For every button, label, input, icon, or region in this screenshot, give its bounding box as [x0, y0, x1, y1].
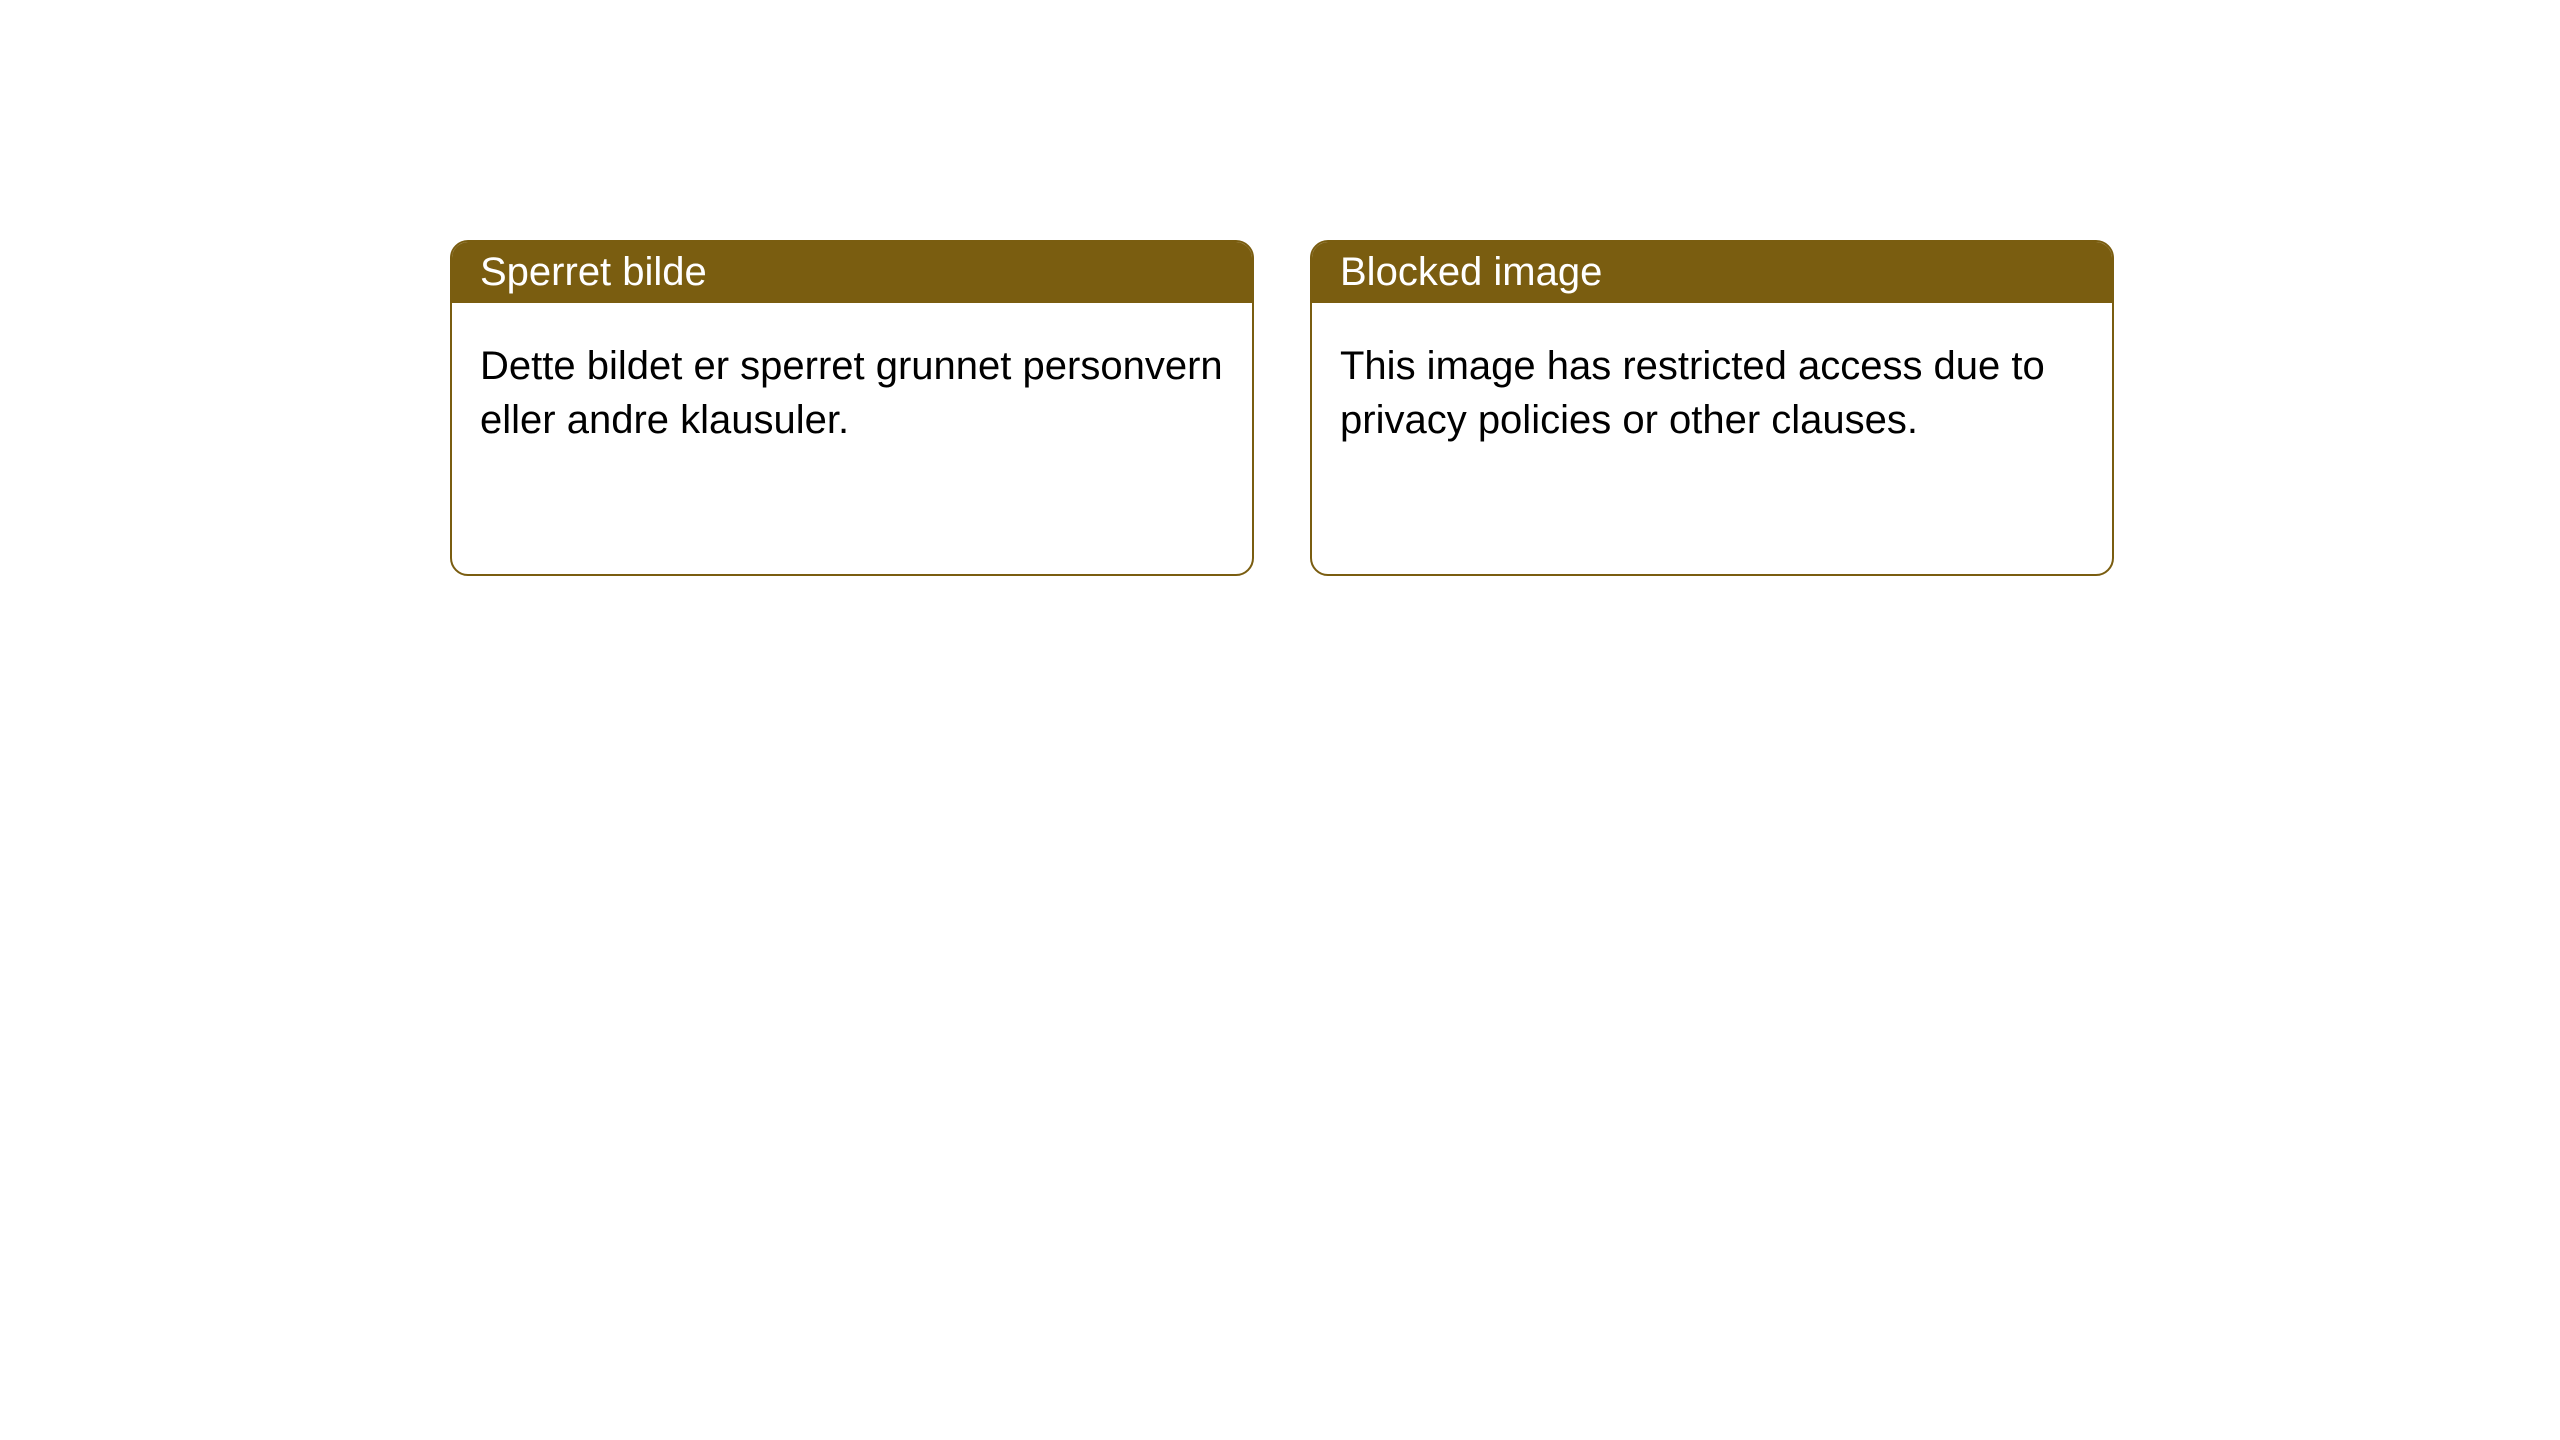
card-english: Blocked image This image has restricted …: [1310, 240, 2114, 576]
card-norwegian-body: Dette bildet er sperret grunnet personve…: [452, 303, 1252, 483]
card-norwegian-header: Sperret bilde: [452, 242, 1252, 303]
card-english-title: Blocked image: [1340, 250, 1602, 294]
card-norwegian-body-text: Dette bildet er sperret grunnet personve…: [480, 344, 1223, 442]
card-norwegian-title: Sperret bilde: [480, 250, 707, 294]
blocked-image-cards: Sperret bilde Dette bildet er sperret gr…: [450, 240, 2560, 576]
card-english-header: Blocked image: [1312, 242, 2112, 303]
card-english-body: This image has restricted access due to …: [1312, 303, 2112, 483]
card-norwegian: Sperret bilde Dette bildet er sperret gr…: [450, 240, 1254, 576]
card-english-body-text: This image has restricted access due to …: [1340, 344, 2045, 442]
